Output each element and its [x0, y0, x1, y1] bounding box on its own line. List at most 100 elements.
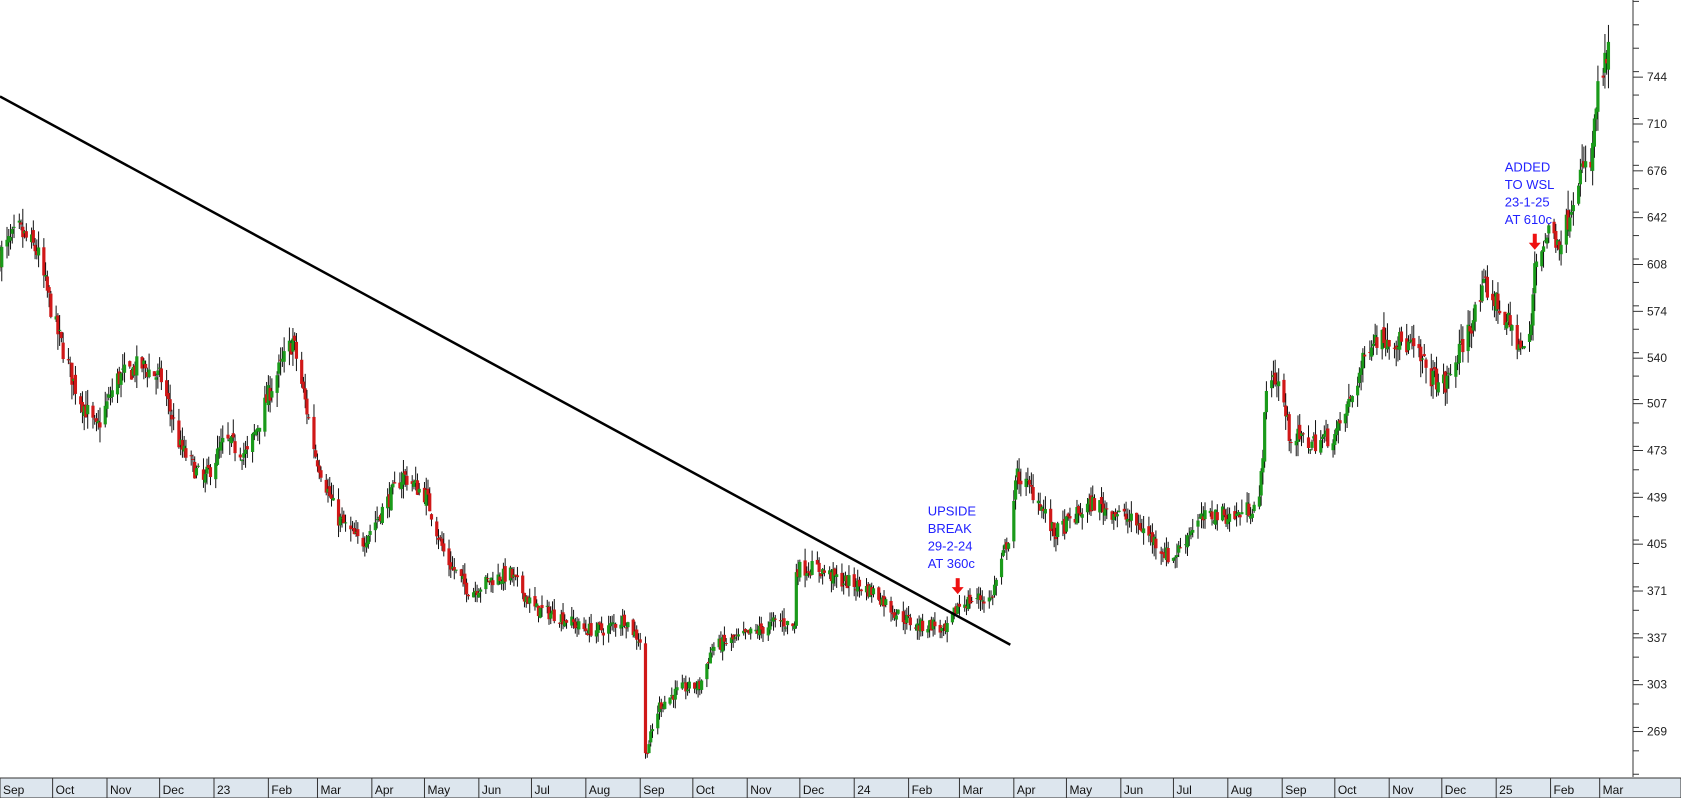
candle-body [884, 599, 888, 605]
candle-body [1250, 513, 1254, 518]
candle-body [1199, 513, 1204, 520]
candle-body [978, 595, 983, 601]
candle-body [1459, 340, 1463, 343]
candle-body [361, 537, 365, 547]
candle-body [1294, 440, 1298, 446]
candle-body [389, 487, 393, 511]
candle-body [17, 220, 21, 223]
candle-body [928, 620, 932, 630]
candle-body [1099, 496, 1104, 505]
candle-body [484, 576, 488, 590]
candle-body [93, 418, 97, 420]
candle-body [533, 596, 537, 607]
candle-body [189, 455, 193, 457]
candle-body [1343, 413, 1347, 424]
candle-body [1299, 433, 1304, 437]
candle-body [8, 236, 13, 241]
candle-body [619, 624, 623, 629]
candle-body [943, 623, 948, 632]
candle-body [58, 329, 62, 331]
candle-body [582, 623, 586, 630]
candle-body [1392, 347, 1397, 349]
y-tick-label: 269 [1647, 725, 1667, 739]
candle-body [1249, 515, 1253, 519]
candle-body [1547, 225, 1551, 234]
candle-body [491, 580, 495, 586]
candle-body [1478, 300, 1482, 302]
candle-body [410, 481, 414, 484]
candle-body [96, 420, 100, 424]
candle-body [24, 231, 28, 238]
candle-body [829, 572, 834, 582]
annotation-text: TO WSL [1505, 177, 1555, 192]
candle-body [380, 506, 384, 524]
candle-body [1003, 544, 1007, 549]
candle-body [1496, 293, 1500, 310]
candle-body [933, 621, 937, 627]
candle-body [1073, 518, 1077, 523]
candle-body [982, 601, 986, 604]
candle-body [156, 370, 160, 376]
candle-body [914, 627, 918, 629]
candle-body [1457, 343, 1461, 363]
candle-body [866, 584, 870, 597]
candle-body [266, 385, 270, 406]
candle-body [447, 548, 451, 566]
candle-body [1357, 372, 1361, 384]
candle-body [393, 482, 397, 484]
candle-body [766, 627, 770, 636]
candle-body [1482, 279, 1486, 283]
candle-body [1236, 511, 1240, 516]
candle-body [314, 450, 318, 457]
candle-body [1212, 521, 1216, 523]
candle-body [268, 387, 272, 401]
candle-body [435, 521, 439, 537]
candle-body [479, 589, 483, 592]
candle-body [540, 605, 544, 609]
candle-body [1568, 217, 1572, 232]
annotation-text: 29-2-24 [928, 539, 973, 554]
candle-body [938, 624, 942, 633]
candle-body [1529, 324, 1533, 336]
candle-body [968, 594, 972, 604]
candle-body [864, 585, 869, 593]
candle-body [270, 391, 274, 398]
candle-body [131, 367, 135, 376]
candle-body [331, 497, 335, 501]
candle-body [42, 247, 46, 276]
candle-body [803, 560, 807, 576]
candle-body [0, 246, 4, 268]
candle-body [1163, 552, 1167, 559]
candle-body [489, 577, 493, 582]
candle-body [854, 589, 858, 591]
candle-body [312, 416, 316, 450]
candle-body [1247, 503, 1251, 516]
candle-body [859, 589, 863, 592]
candle-body [1285, 415, 1290, 417]
candle-body [1594, 108, 1598, 120]
candle-body [1187, 535, 1191, 537]
candle-body [1129, 513, 1133, 521]
candle-body [250, 433, 255, 452]
y-tick-label: 507 [1647, 397, 1667, 411]
candle-body [833, 568, 837, 576]
candle-body [342, 514, 346, 524]
candle-body [1110, 511, 1114, 520]
candle-body [598, 622, 602, 625]
candle-body [207, 464, 211, 469]
candle-body [1471, 320, 1475, 331]
candle-body [870, 587, 874, 596]
candle-body [214, 462, 218, 480]
candle-body [657, 702, 662, 713]
candle-body [756, 630, 760, 634]
candle-body [279, 359, 283, 361]
candle-body [366, 535, 370, 545]
candle-body [1448, 374, 1453, 376]
candle-body [1420, 358, 1425, 360]
candle-body [1480, 285, 1484, 302]
candle-body [1013, 480, 1018, 500]
candle-body [1387, 339, 1391, 347]
candle-body [154, 377, 158, 380]
candle-body [1056, 523, 1060, 538]
candle-body [7, 236, 11, 243]
